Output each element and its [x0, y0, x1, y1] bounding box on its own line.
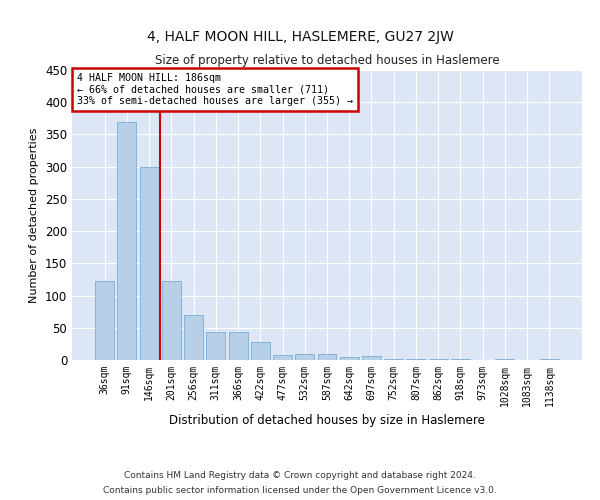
Bar: [384, 358, 403, 360]
Bar: [295, 354, 314, 360]
Bar: [162, 282, 181, 360]
Title: Size of property relative to detached houses in Haslemere: Size of property relative to detached ho…: [155, 54, 499, 68]
Bar: [95, 280, 114, 360]
Bar: [140, 166, 158, 360]
Bar: [362, 356, 381, 360]
Bar: [251, 342, 270, 360]
Bar: [340, 358, 359, 360]
Bar: [317, 354, 337, 360]
Text: 4 HALF MOON HILL: 186sqm
← 66% of detached houses are smaller (711)
33% of semi-: 4 HALF MOON HILL: 186sqm ← 66% of detach…: [77, 73, 353, 106]
X-axis label: Distribution of detached houses by size in Haslemere: Distribution of detached houses by size …: [169, 414, 485, 428]
Bar: [118, 122, 136, 360]
Bar: [229, 332, 248, 360]
Text: 4, HALF MOON HILL, HASLEMERE, GU27 2JW: 4, HALF MOON HILL, HASLEMERE, GU27 2JW: [146, 30, 454, 44]
Bar: [273, 356, 292, 360]
Text: Contains HM Land Registry data © Crown copyright and database right 2024.: Contains HM Land Registry data © Crown c…: [124, 471, 476, 480]
Bar: [206, 332, 225, 360]
Bar: [184, 315, 203, 360]
Y-axis label: Number of detached properties: Number of detached properties: [29, 128, 40, 302]
Text: Contains public sector information licensed under the Open Government Licence v3: Contains public sector information licen…: [103, 486, 497, 495]
